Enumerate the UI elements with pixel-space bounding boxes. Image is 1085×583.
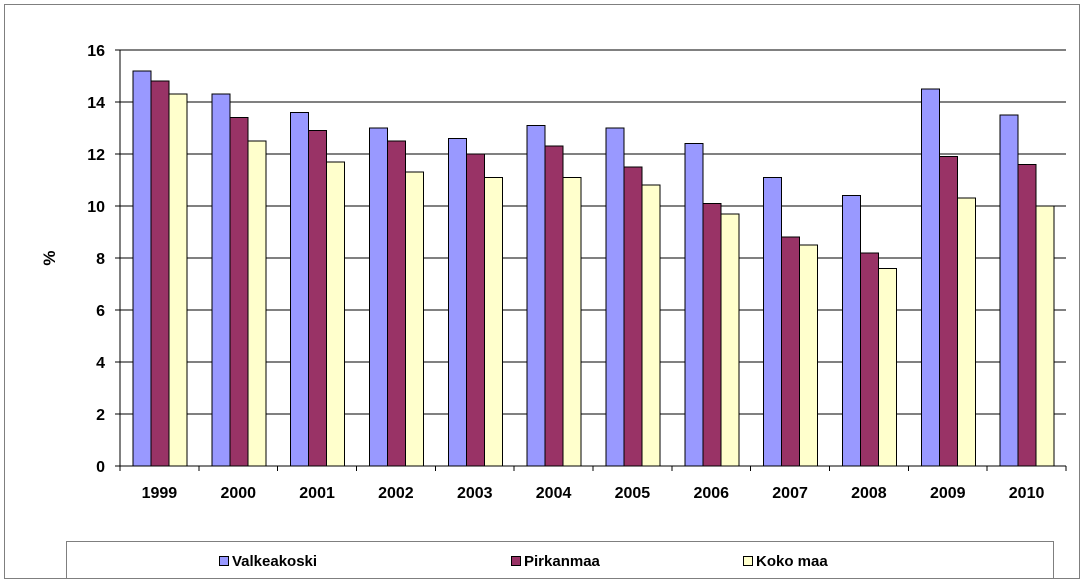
bar-valkeakoski-2006 — [684, 143, 704, 467]
x-tick-label: 2005 — [615, 485, 651, 502]
legend-item: Pirkanmaa — [511, 552, 600, 570]
legend-swatch — [743, 556, 753, 566]
bar-koko-maa-2004 — [562, 176, 582, 467]
y-tick-label: 8 — [96, 251, 105, 268]
bar-pirkanmaa-2003 — [465, 153, 485, 467]
bar-koko-maa-2009 — [956, 197, 976, 467]
legend: Valkeakoski Pirkanmaa Koko maa — [66, 541, 1054, 579]
legend-label: Pirkanmaa — [524, 552, 600, 570]
bar-koko-maa-2002 — [405, 171, 424, 467]
x-tick-label: 2008 — [851, 485, 887, 502]
y-tick-label: 12 — [87, 147, 105, 164]
bar-pirkanmaa-2001 — [308, 130, 328, 467]
legend-label: Koko maa — [756, 552, 828, 570]
bar-koko-maa-2008 — [878, 267, 897, 467]
x-tick-label: 2000 — [220, 485, 256, 502]
bar-pirkanmaa-2007 — [781, 236, 801, 467]
bar-valkeakoski-2000 — [211, 93, 231, 467]
bar-pirkanmaa-2004 — [544, 145, 564, 467]
bar-koko-maa-2001 — [326, 161, 346, 467]
bar-pirkanmaa-2002 — [387, 140, 406, 467]
bar-valkeakoski-1999 — [132, 70, 152, 467]
x-tick-label: 2004 — [536, 485, 572, 502]
bar-pirkanmaa-2000 — [229, 117, 249, 467]
bar-valkeakoski-2004 — [526, 124, 546, 467]
bar-pirkanmaa-2005 — [623, 166, 643, 467]
bar-koko-maa-2007 — [799, 244, 819, 467]
y-tick-label: 10 — [87, 199, 105, 216]
x-tick-label: 2002 — [378, 485, 414, 502]
bar-valkeakoski-2002 — [369, 127, 388, 467]
bar-pirkanmaa-2008 — [860, 252, 879, 467]
y-tick-label: 2 — [96, 407, 105, 424]
x-tick-label: 2006 — [693, 485, 729, 502]
bar-pirkanmaa-2009 — [938, 156, 958, 467]
x-tick-label: 2001 — [299, 485, 335, 502]
x-tick-label: 1999 — [142, 485, 178, 502]
y-axis-title: % — [40, 250, 59, 265]
x-tick-label: 2009 — [930, 485, 966, 502]
bar-valkeakoski-2007 — [763, 176, 783, 467]
bar-koko-maa-2003 — [483, 176, 503, 467]
bar-pirkanmaa-1999 — [150, 80, 170, 467]
bar-koko-maa-2006 — [720, 213, 740, 467]
y-tick-label: 4 — [96, 355, 105, 372]
y-tick-label: 16 — [87, 43, 105, 60]
bar-pirkanmaa-2006 — [702, 202, 722, 467]
bar-koko-maa-1999 — [168, 93, 188, 467]
y-tick-label: 6 — [96, 303, 105, 320]
bar-valkeakoski-2008 — [842, 195, 861, 467]
x-tick-label: 2003 — [457, 485, 493, 502]
y-tick-label: 14 — [87, 95, 105, 112]
bar-valkeakoski-2001 — [290, 111, 310, 467]
bar-valkeakoski-2005 — [605, 127, 625, 467]
bar-valkeakoski-2009 — [920, 88, 940, 467]
x-tick-label: 2007 — [772, 485, 808, 502]
bar-koko-maa-2010 — [1035, 205, 1055, 467]
legend-item: Valkeakoski — [219, 552, 317, 570]
legend-swatch — [219, 556, 229, 566]
bar-koko-maa-2005 — [641, 184, 661, 467]
legend-label: Valkeakoski — [232, 552, 318, 570]
bar-valkeakoski-2010 — [999, 114, 1019, 467]
bar-koko-maa-2000 — [247, 140, 267, 467]
x-tick-label: 2010 — [1009, 485, 1045, 502]
bar-valkeakoski-2003 — [447, 137, 467, 467]
legend-item: Koko maa — [743, 552, 828, 570]
y-tick-label: 0 — [96, 459, 105, 476]
bar-pirkanmaa-2010 — [1017, 163, 1037, 467]
legend-swatch — [511, 556, 521, 566]
